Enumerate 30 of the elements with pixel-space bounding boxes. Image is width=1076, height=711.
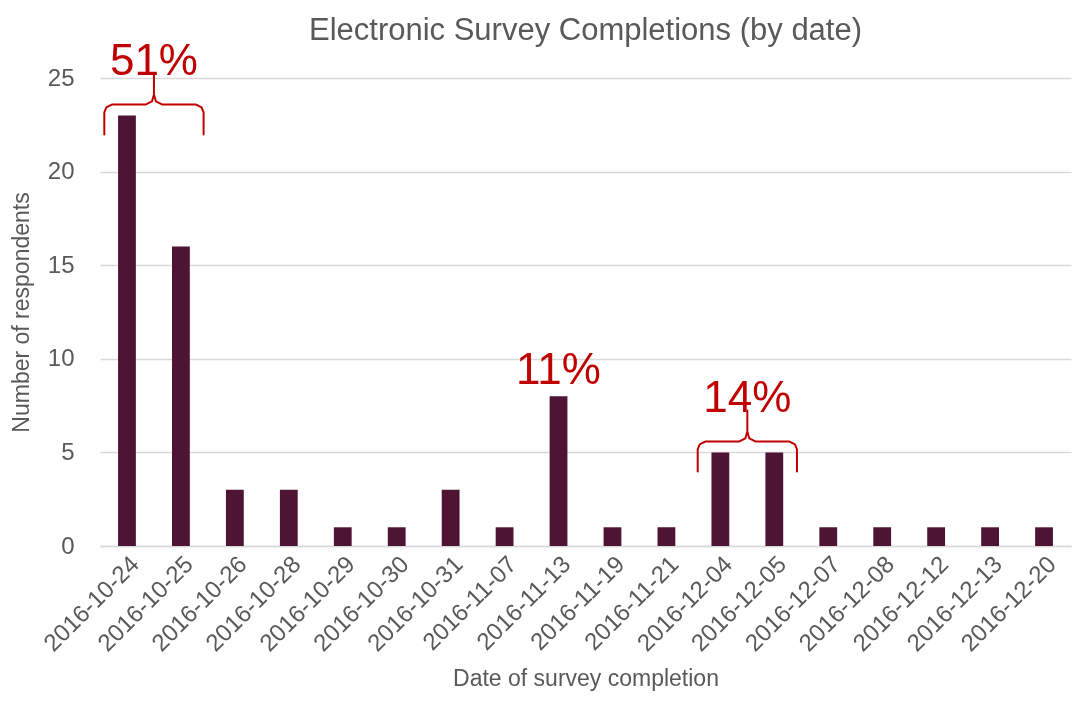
bar	[819, 527, 838, 546]
bar	[279, 489, 298, 546]
bar	[1035, 527, 1053, 546]
y-tick-label: 0	[61, 531, 75, 559]
bar	[387, 527, 406, 546]
y-tick-label: 25	[47, 63, 75, 91]
chart-title: Electronic Survey Completions (by date)	[308, 12, 863, 48]
annotation: 11%	[516, 344, 601, 394]
y-axis-title: Number of respondents	[7, 192, 34, 433]
x-axis-title: Date of survey completion	[453, 665, 719, 692]
bar	[441, 489, 460, 546]
annotation: 51%	[109, 35, 198, 85]
bar	[225, 489, 244, 546]
bar	[118, 115, 136, 546]
bar	[549, 396, 568, 546]
y-tick-label: 15	[47, 250, 75, 278]
bar	[172, 246, 190, 546]
bar	[495, 527, 514, 546]
bar	[873, 527, 892, 546]
bar	[765, 452, 784, 546]
bar	[981, 527, 999, 546]
y-tick-label: 10	[47, 344, 75, 372]
y-tick-label: 20	[47, 157, 75, 185]
y-tick-label: 5	[61, 437, 75, 465]
bar	[603, 527, 622, 546]
bar	[657, 527, 676, 546]
bar	[333, 527, 352, 546]
bar	[711, 452, 730, 546]
bar	[927, 527, 946, 546]
annotation: 14%	[703, 372, 792, 422]
